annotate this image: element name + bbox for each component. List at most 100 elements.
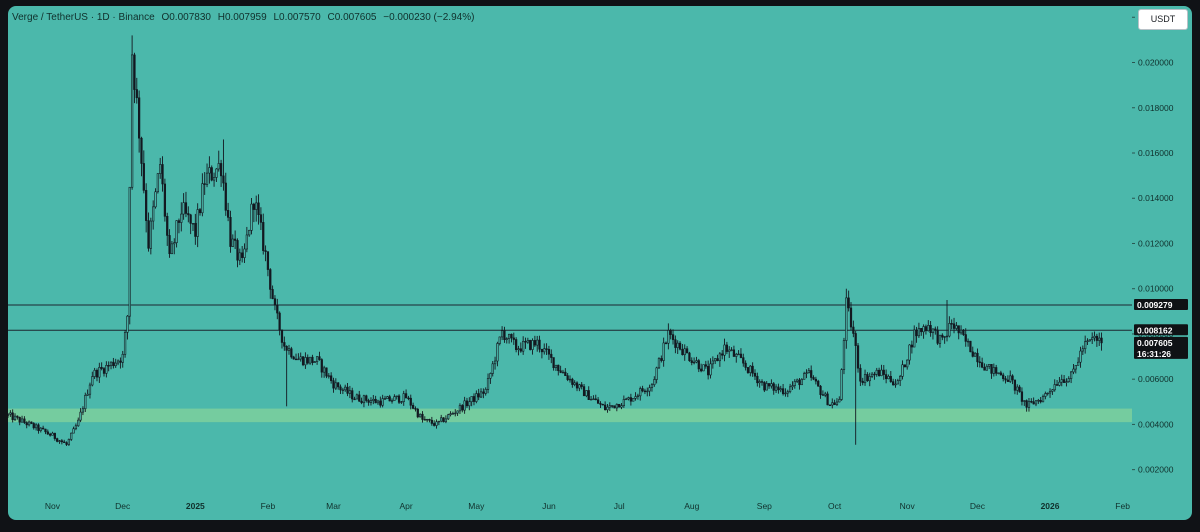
candle-body bbox=[294, 358, 298, 361]
candle-body bbox=[596, 399, 600, 404]
candle-body bbox=[428, 418, 431, 421]
candle-body bbox=[896, 380, 899, 385]
candle-body bbox=[550, 353, 553, 358]
candle-body bbox=[957, 325, 960, 334]
candle-body bbox=[212, 177, 216, 181]
candle-body bbox=[739, 353, 743, 358]
candle-body bbox=[826, 393, 829, 406]
candle-body bbox=[903, 364, 906, 368]
candle-body bbox=[510, 333, 513, 339]
candle-body bbox=[393, 396, 396, 401]
candle-body bbox=[402, 393, 405, 402]
candle-body bbox=[711, 360, 714, 365]
candle-body bbox=[962, 329, 965, 335]
candle-body bbox=[674, 339, 677, 348]
candle-body bbox=[732, 349, 736, 357]
candle-body bbox=[229, 217, 232, 247]
candle-body bbox=[189, 214, 192, 224]
candle-body bbox=[683, 348, 686, 356]
candle-body bbox=[88, 384, 92, 395]
level-badge-2-bg bbox=[1134, 324, 1188, 336]
candle-body bbox=[9, 412, 12, 415]
candle-body bbox=[25, 422, 28, 426]
candle-body bbox=[690, 360, 693, 363]
candle-body bbox=[540, 348, 544, 353]
candle-body bbox=[437, 420, 440, 423]
candle-body bbox=[1009, 375, 1012, 382]
candle-body bbox=[201, 183, 204, 214]
x-tick-label: Sep bbox=[757, 501, 772, 511]
candle-body bbox=[503, 330, 506, 340]
candle-body bbox=[849, 307, 853, 328]
candle-body bbox=[1079, 350, 1082, 363]
candle-body bbox=[1100, 337, 1103, 344]
candle-body bbox=[988, 364, 991, 367]
candle-body bbox=[280, 329, 284, 343]
candle-body bbox=[283, 342, 286, 347]
candle-body bbox=[252, 203, 255, 210]
candle-body bbox=[81, 408, 85, 413]
candle-body bbox=[978, 361, 981, 363]
candle-body bbox=[1088, 339, 1091, 342]
candle-body bbox=[971, 351, 974, 357]
candle-body bbox=[1016, 386, 1019, 391]
candle-body bbox=[1023, 400, 1026, 402]
candle-body bbox=[718, 353, 721, 362]
candle-body bbox=[660, 358, 663, 361]
candle-body bbox=[339, 386, 342, 391]
candle-body bbox=[515, 339, 518, 350]
candle-body bbox=[737, 353, 740, 356]
candle-body bbox=[133, 54, 136, 90]
candle-body bbox=[444, 418, 448, 423]
candle-body bbox=[533, 340, 536, 346]
candle-body bbox=[512, 337, 515, 340]
candle-body bbox=[238, 252, 241, 261]
candle-body bbox=[966, 340, 970, 343]
candle-body bbox=[491, 363, 494, 374]
candle-body bbox=[44, 428, 47, 433]
candle-body bbox=[885, 374, 888, 380]
candle-body bbox=[571, 378, 574, 385]
candle-body bbox=[266, 251, 270, 270]
candle-body bbox=[182, 202, 185, 215]
candle-body bbox=[681, 348, 684, 356]
candle-body bbox=[1011, 375, 1014, 381]
level-badge-1: 0.009279 bbox=[1137, 300, 1173, 310]
candle-body bbox=[372, 398, 375, 401]
candle-body bbox=[344, 386, 347, 391]
candle-body bbox=[943, 336, 946, 338]
chart-panel[interactable]: 0.0220000.0200000.0180000.0160000.014000… bbox=[8, 6, 1192, 520]
candle-body bbox=[109, 361, 113, 367]
candle-body bbox=[404, 393, 408, 399]
x-tick-label: Dec bbox=[115, 501, 131, 511]
candle-body bbox=[353, 398, 356, 401]
candle-body bbox=[522, 341, 525, 352]
candle-body bbox=[161, 164, 164, 185]
candle-body bbox=[458, 405, 462, 412]
candle-body bbox=[976, 352, 979, 363]
candle-body bbox=[695, 360, 698, 363]
candle-body bbox=[875, 369, 878, 375]
candle-body bbox=[906, 359, 909, 368]
candle-body bbox=[667, 330, 670, 344]
candle-body bbox=[330, 375, 333, 382]
candle-body bbox=[772, 383, 775, 391]
x-tick-label: Aug bbox=[684, 501, 699, 511]
candle-body bbox=[318, 356, 321, 360]
candle-body bbox=[908, 344, 911, 361]
y-tick-label: 0.020000 bbox=[1138, 58, 1174, 68]
candle-body bbox=[774, 386, 778, 391]
price-chart[interactable]: 0.0220000.0200000.0180000.0160000.014000… bbox=[8, 6, 1192, 520]
currency-button[interactable]: USDT bbox=[1138, 9, 1188, 30]
x-tick-label: Apr bbox=[399, 501, 412, 511]
candle-body bbox=[601, 403, 604, 406]
candle-body bbox=[505, 338, 508, 340]
candle-body bbox=[938, 334, 942, 344]
candle-body bbox=[290, 348, 293, 358]
candle-body bbox=[606, 406, 609, 411]
candle-body bbox=[388, 396, 391, 402]
x-tick-label: Feb bbox=[1115, 501, 1130, 511]
candle-body bbox=[433, 423, 436, 426]
candle-body bbox=[725, 344, 729, 352]
candle-body bbox=[123, 332, 127, 355]
